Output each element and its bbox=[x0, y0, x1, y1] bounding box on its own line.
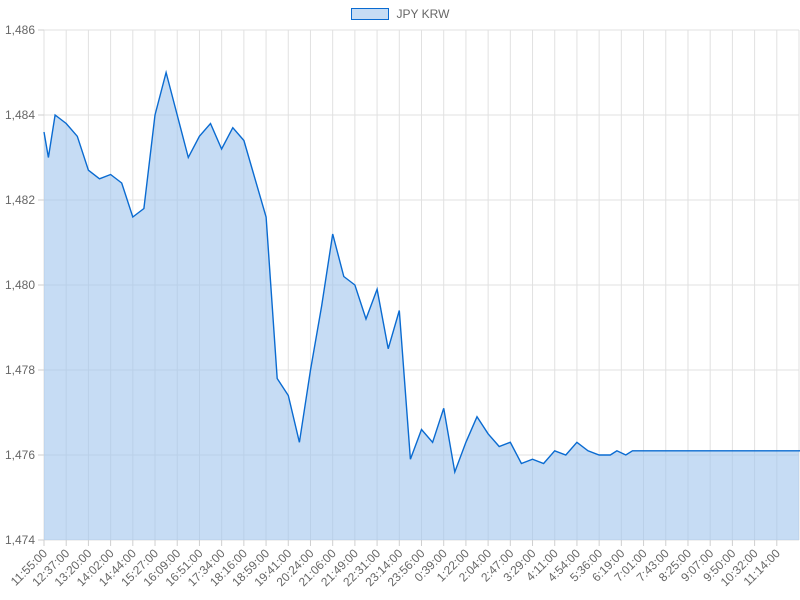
legend[interactable]: JPY KRW bbox=[0, 7, 800, 21]
y-tick-label: 1,486 bbox=[5, 23, 35, 37]
legend-label: JPY KRW bbox=[396, 7, 450, 21]
series-line-jpy-krw bbox=[43, 69, 800, 475]
legend-swatch bbox=[350, 8, 389, 20]
y-tick-label: 1,478 bbox=[5, 363, 35, 377]
y-axis-ticks: 1,474 1,476 1,478 1,480 1,482 1,484 1,486 bbox=[5, 23, 44, 547]
y-tick-label: 1,480 bbox=[5, 278, 35, 292]
series-area-jpy-krw bbox=[44, 72, 800, 540]
y-tick-label: 1,484 bbox=[5, 108, 35, 122]
y-tick-label: 1,474 bbox=[5, 533, 35, 547]
y-tick-label: 1,482 bbox=[5, 193, 35, 207]
y-tick-label: 1,476 bbox=[5, 448, 35, 462]
x-axis-ticks: 11:55:0012:37:0013:20:0014:02:0014:44:00… bbox=[8, 540, 783, 589]
